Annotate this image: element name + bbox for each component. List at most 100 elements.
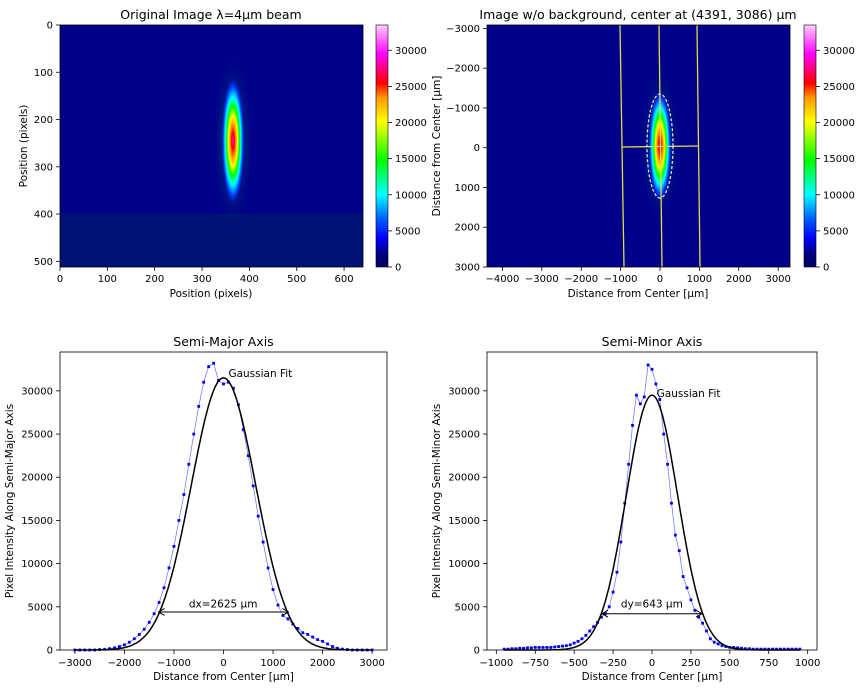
measured-point: [553, 645, 557, 649]
colorbar-tick-label: 15000: [823, 154, 855, 165]
gaussian-fit-line: [504, 394, 800, 651]
measured-point: [162, 586, 166, 590]
x-tick-label: −3000: [58, 658, 92, 669]
gaussian-fit-line: [74, 377, 373, 651]
x-tick-label: 750: [759, 658, 778, 669]
y-tick-label: 5000: [455, 602, 480, 613]
measured-point: [167, 566, 171, 570]
x-tick-label: 3000: [359, 658, 384, 669]
measured-point: [541, 646, 545, 649]
measured-point: [642, 395, 646, 399]
y-tick-label: 15000: [21, 516, 53, 527]
measured-point: [311, 635, 315, 639]
measured-point: [251, 484, 255, 488]
x-axis-ticks: −4000 −3000 −2000 −1000 0 1000 2000 3000: [485, 267, 791, 285]
y-axis-label: Position (pixels): [18, 105, 30, 188]
measured-point: [712, 640, 716, 644]
measured-point: [147, 620, 151, 624]
arrow-head-right: [282, 608, 290, 616]
measured-point: [611, 590, 615, 594]
measured-point: [241, 428, 245, 432]
measured-point: [646, 363, 650, 367]
y-tick-label: 0: [47, 646, 53, 657]
measured-point: [296, 627, 300, 630]
x-tick-label: 250: [681, 658, 700, 669]
y-tick-label: 0: [474, 143, 480, 154]
x-tick-label: −1000: [479, 658, 513, 669]
measured-point: [775, 647, 778, 651]
colorbar-ticks: 0 5000 10000 15000 20000 25000 30000: [816, 46, 855, 274]
measured-point: [526, 646, 529, 650]
measured-point: [212, 361, 215, 365]
y-tick-label: 1000: [455, 183, 480, 194]
measured-point: [73, 648, 77, 652]
y-tick-label: −1000: [446, 103, 480, 114]
annotation-label: Gaussian Fit: [657, 388, 721, 400]
measured-point: [580, 637, 584, 641]
x-tick-label: 200: [145, 274, 164, 285]
colorbar-tick-label: 20000: [395, 118, 427, 129]
measured-point: [177, 519, 181, 522]
y-tick-label: 30000: [21, 386, 53, 397]
y-tick-label: 200: [34, 115, 53, 126]
measured-point: [767, 647, 771, 651]
measured-point: [790, 647, 794, 651]
measured-point: [306, 633, 310, 636]
fit-overlay: [619, 24, 701, 268]
arrow-head-right: [695, 609, 703, 618]
x-tick-label: 0: [657, 274, 663, 285]
measured-point: [740, 646, 743, 650]
measured-point: [261, 540, 265, 544]
measured-point: [514, 647, 518, 651]
measured-point: [276, 603, 280, 607]
x-tick-label: 1000: [260, 658, 285, 669]
y-tick-label: −2000: [446, 64, 480, 75]
panel-background-subtracted: Image w/o background, center at (4391, 3…: [431, 7, 855, 300]
colorbar-tick-label: 30000: [823, 46, 855, 57]
measured-point: [588, 629, 592, 633]
y-tick-label: 5000: [28, 602, 53, 613]
x-tick-label: 2000: [726, 274, 751, 285]
y-tick-label: 25000: [448, 430, 480, 441]
measured-point: [658, 398, 662, 401]
x-tick-label: 2000: [310, 658, 335, 669]
measured-point: [545, 646, 549, 649]
x-tick-label: −750: [522, 658, 549, 669]
colorbar-tick-label: 10000: [395, 190, 427, 201]
panel-title: Image w/o background, center at (4391, 3…: [479, 7, 796, 22]
measured-point: [510, 647, 514, 651]
measured-point: [321, 639, 324, 643]
measured-point: [537, 646, 541, 649]
y-tick-label: 100: [34, 68, 53, 79]
y-tick-label: 2000: [455, 223, 480, 234]
heatmap-band: [60, 213, 363, 267]
measured-point: [716, 642, 720, 646]
colorbar-tick-label: 0: [395, 263, 401, 274]
panel-original-image: Original Image λ=4µm beam 0 100 200 300 400 5…: [18, 7, 427, 300]
measured-point: [685, 586, 689, 590]
measured-point: [693, 608, 697, 612]
measured-point: [673, 533, 677, 537]
measured-point: [301, 631, 305, 635]
y-tick-label: 10000: [21, 559, 53, 570]
measured-point: [782, 647, 786, 651]
panel-title: Original Image λ=4µm beam: [120, 7, 301, 22]
measured-point: [202, 380, 206, 384]
x-tick-label: 500: [287, 274, 306, 285]
measured-point: [720, 644, 724, 648]
measured-point: [631, 424, 634, 427]
measured-point: [670, 501, 673, 505]
measured-point: [256, 514, 260, 518]
measured-point: [619, 540, 623, 544]
x-tick-label: 1000: [687, 274, 712, 285]
measured-point: [529, 646, 533, 650]
x-tick-label: 1000: [795, 658, 820, 669]
measured-point: [326, 642, 329, 646]
measured-point: [549, 646, 553, 649]
measured-point: [232, 386, 235, 390]
fit-ellipse: [646, 93, 674, 199]
measured-point: [635, 393, 638, 397]
x-tick-label: −4000: [485, 274, 519, 285]
y-tick-label: 20000: [21, 473, 53, 484]
colorbar: [375, 24, 389, 268]
